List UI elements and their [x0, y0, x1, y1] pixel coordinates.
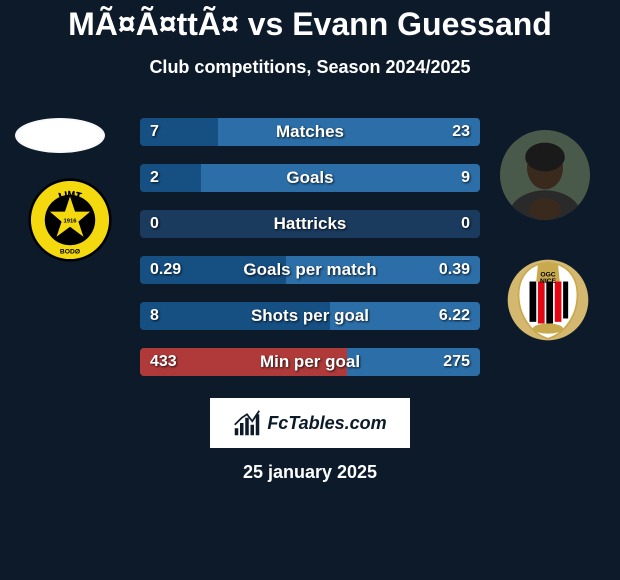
- branding-text: FcTables.com: [267, 413, 386, 434]
- subtitle: Club competitions, Season 2024/2025: [0, 57, 620, 78]
- svg-text:1916: 1916: [63, 219, 77, 225]
- svg-text:NICE: NICE: [540, 278, 557, 285]
- stat-row: 86.22Shots per goal: [140, 302, 480, 330]
- stat-label: Goals per match: [140, 256, 480, 284]
- branding-chart-icon: [233, 409, 261, 437]
- player-left-avatar: [15, 118, 105, 153]
- stat-label: Shots per goal: [140, 302, 480, 330]
- stat-label: Min per goal: [140, 348, 480, 376]
- stat-row: 29Goals: [140, 164, 480, 192]
- stat-label: Matches: [140, 118, 480, 146]
- player-left-club-badge: 1916 LIMT LIMT BODØ: [28, 178, 112, 262]
- stat-label: Goals: [140, 164, 480, 192]
- stat-label: Hattricks: [140, 210, 480, 238]
- player-right-club-badge: OGC NICE: [506, 258, 590, 342]
- player-right-avatar: [500, 130, 590, 220]
- stat-row: 433275Min per goal: [140, 348, 480, 376]
- svg-text:BODØ: BODØ: [60, 249, 80, 256]
- date-label: 25 january 2025: [0, 462, 620, 483]
- stat-row: 723Matches: [140, 118, 480, 146]
- stat-row: 00Hattricks: [140, 210, 480, 238]
- stat-row: 0.290.39Goals per match: [140, 256, 480, 284]
- stats-table: 723Matches 29Goals 00Hattricks 0.290.39Goal…: [140, 118, 480, 394]
- branding-box: FcTables.com: [210, 398, 410, 448]
- page-title: MÃ¤Ã¤ttÃ¤ vs Evann Guessand: [0, 0, 620, 43]
